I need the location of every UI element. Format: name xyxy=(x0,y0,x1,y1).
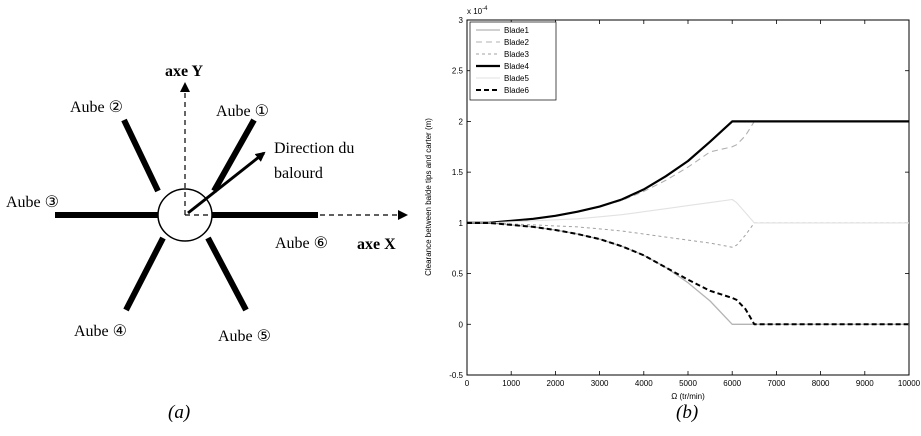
x-tick-label: 7000 xyxy=(768,379,786,388)
legend-label: Blade5 xyxy=(504,74,529,83)
blade-6-label: Aube ⑥ xyxy=(275,235,328,252)
y-tick-label: 3 xyxy=(459,16,464,25)
x-tick-label: 2000 xyxy=(547,379,565,388)
y-tick-label: -0.5 xyxy=(449,371,463,380)
series-line-blade4 xyxy=(467,120,909,224)
blade-2-label: Aube ② xyxy=(70,99,123,116)
y-tick-label: 0 xyxy=(459,320,464,329)
direction-label-line1: Direction du xyxy=(274,140,354,157)
unbalance-direction-arrow xyxy=(187,151,266,215)
series-lines xyxy=(467,120,909,326)
y-axis-label: Clearance between balde tips and carter … xyxy=(424,118,433,276)
blade-5-bar xyxy=(205,236,249,312)
series-line-blade5 xyxy=(467,198,909,224)
blade-diagram: axe Y axe X Direction du balourd Aube ① … xyxy=(6,63,408,423)
blade-1-bar xyxy=(211,118,257,193)
x-tick-label: 3000 xyxy=(591,379,609,388)
y-tick-label: 0.5 xyxy=(452,270,464,279)
axis-y-label: axe Y xyxy=(165,63,204,80)
clearance-chart: 0 1000 2000 3000 4000 5000 6000 7000 8000 9000 100… xyxy=(424,6,921,423)
x-tick-label: 1000 xyxy=(502,379,520,388)
x-tick-label: 4000 xyxy=(635,379,653,388)
legend-label: Blade3 xyxy=(504,50,529,59)
legend: Blade1 Blade2 Blade3 Blade4 Blade5 Blade6 xyxy=(469,21,557,101)
direction-label-line2: balourd xyxy=(274,165,323,182)
y-ticks: -0.5 0 0.5 1 1.5 2 2.5 3 xyxy=(449,16,909,380)
x-ticks: 0 1000 2000 3000 4000 5000 6000 7000 8000 9000 100… xyxy=(465,20,921,388)
y-tick-label: 1 xyxy=(459,219,464,228)
legend-box xyxy=(469,21,557,101)
legend-label: Blade2 xyxy=(504,38,529,47)
blade-2-bar xyxy=(121,118,161,193)
y-tick-label: 1.5 xyxy=(452,168,464,177)
axis-x-label: axe X xyxy=(357,236,396,253)
blade-4-bar xyxy=(123,236,166,312)
series-line-blade6 xyxy=(467,221,909,326)
x-tick-label: 9000 xyxy=(856,379,874,388)
x-tick-label: 6000 xyxy=(723,379,741,388)
series-line-blade1 xyxy=(467,222,909,325)
legend-label: Blade1 xyxy=(504,26,529,35)
x-axis-label: Ω (tr/min) xyxy=(671,392,705,401)
x-tick-label: 8000 xyxy=(812,379,830,388)
blade-4-label: Aube ④ xyxy=(74,323,127,340)
blade-1-label: Aube ① xyxy=(216,103,269,120)
x-tick-label: 0 xyxy=(465,379,470,388)
caption-b: (b) xyxy=(676,402,698,423)
blade-3-label: Aube ③ xyxy=(6,194,59,211)
caption-a: (a) xyxy=(168,402,190,423)
x-tick-label: 10000 xyxy=(898,379,921,388)
y-exponent-label: x 10-4 xyxy=(467,6,488,16)
x-tick-label: 5000 xyxy=(679,379,697,388)
legend-label: Blade4 xyxy=(504,62,529,71)
legend-label: Blade6 xyxy=(504,86,529,95)
y-tick-label: 2 xyxy=(459,117,464,126)
blade-5-label: Aube ⑤ xyxy=(218,328,271,345)
y-tick-label: 2.5 xyxy=(452,67,464,76)
